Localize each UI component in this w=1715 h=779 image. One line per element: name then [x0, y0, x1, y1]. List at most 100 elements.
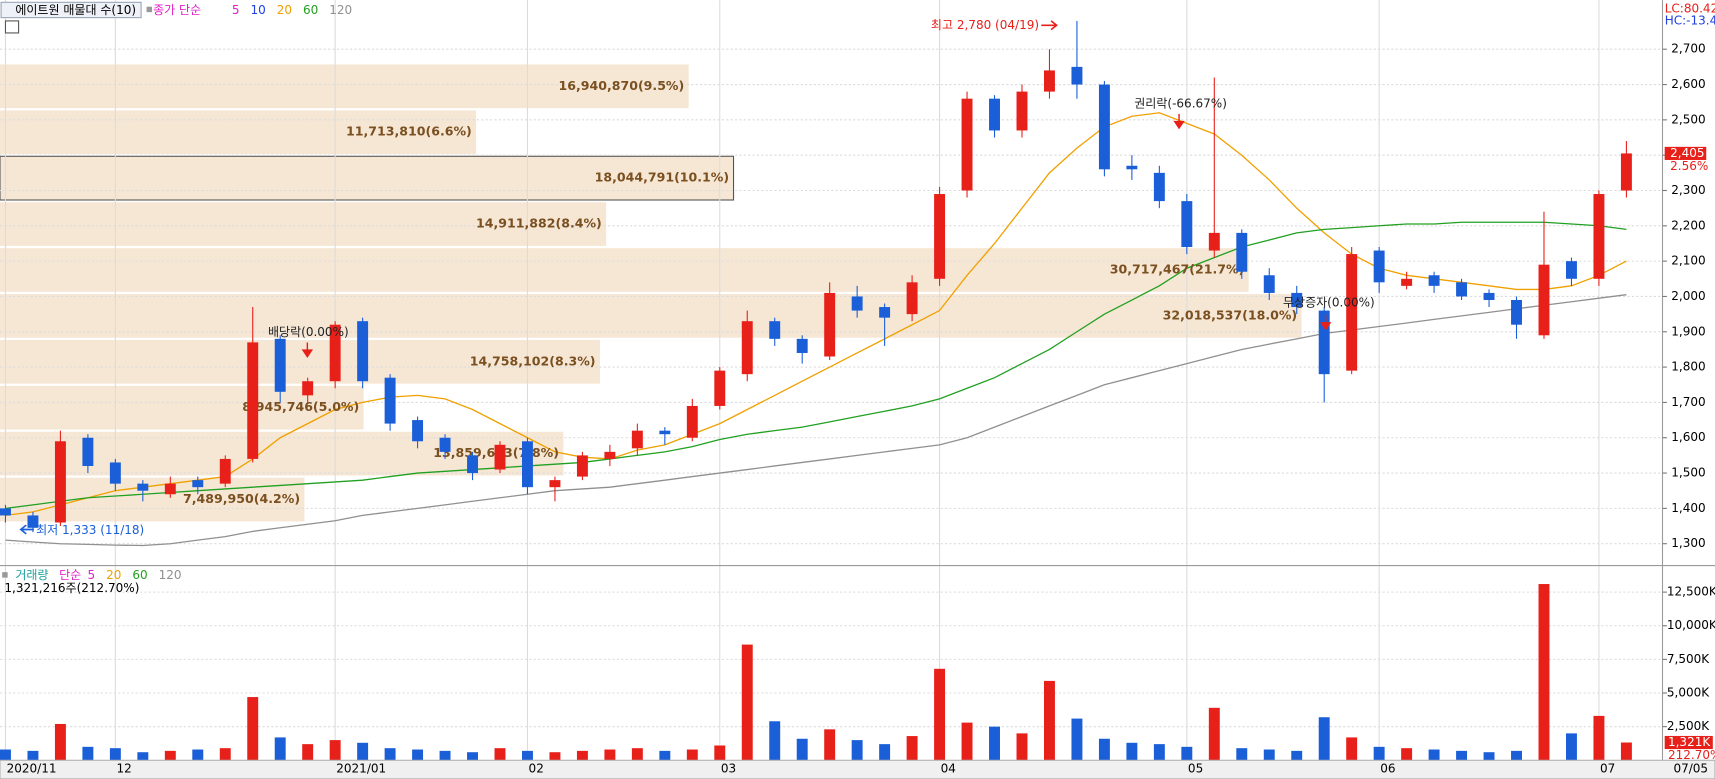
candle-body: [1126, 165, 1138, 170]
candle-body: [54, 441, 66, 523]
volume-bar: [1291, 750, 1303, 761]
x-tick-label: 02: [529, 762, 544, 776]
ma-legend-item: 120: [329, 3, 352, 17]
volume-profile-bar: [0, 339, 600, 384]
last-volume-ratio: 212.70%: [1668, 748, 1715, 762]
volume-profile-label: 16,940,870(9.5%): [558, 78, 684, 93]
candle-body: [1236, 232, 1248, 272]
volume-bar: [714, 745, 726, 761]
chart-title: 에이트원 매물대 수(10): [15, 3, 136, 17]
volume-bar: [467, 752, 478, 761]
candle-body: [631, 430, 643, 449]
volume-profile-bar: [0, 64, 689, 109]
volume-bar: [1346, 737, 1358, 761]
arrow: [1041, 20, 1058, 31]
volume-bar: [274, 737, 286, 761]
volume-profile-label: 32,018,537(18.0%): [1163, 307, 1298, 322]
volume-profile-label: 7,489,950(4.2%): [183, 491, 300, 506]
candle-body: [1456, 282, 1468, 297]
last-volume-label: 1,321K: [1668, 735, 1711, 749]
candle-body: [961, 98, 973, 191]
volume-bar: [1263, 749, 1275, 761]
volume-bar: [741, 644, 753, 761]
candle-body: [192, 480, 204, 488]
volume-bar: [302, 744, 314, 761]
volume-bar: [1401, 748, 1413, 761]
legend-icon: [146, 6, 153, 13]
volume-bar: [219, 748, 231, 761]
volume-bar: [1483, 752, 1495, 761]
volume-profile-label: 14,758,102(8.3%): [470, 353, 596, 368]
y-tick-label: 2,700: [1671, 42, 1705, 56]
candle-body: [521, 441, 533, 488]
grid-layer: [0, 0, 1663, 761]
candle-body: [576, 455, 588, 477]
volume-bar: [604, 749, 616, 761]
candle-body: [824, 292, 836, 357]
profile-layer: [0, 64, 1302, 522]
volume-bar: [1565, 733, 1577, 761]
volume-bar: [1098, 738, 1110, 761]
y-tick-label: 1,700: [1671, 395, 1705, 409]
volume-bar: [247, 697, 259, 761]
volume-legend-item: 120: [159, 568, 182, 582]
candle-body: [219, 458, 231, 484]
volume-bar: [412, 749, 424, 761]
candle-body: [906, 282, 918, 315]
candle-body: [1538, 264, 1550, 336]
candle-body: [412, 420, 424, 442]
volume-bar: [1373, 746, 1385, 761]
volume-bar: [109, 748, 121, 761]
candle-body: [1016, 91, 1028, 131]
legend-icon: [2, 572, 8, 578]
y-tick-label: 1,500: [1671, 466, 1705, 480]
candle-body: [796, 338, 808, 353]
volume-bar: [1511, 750, 1522, 761]
volume-bar: [989, 726, 1000, 761]
ma-legend-item: 60: [303, 3, 318, 17]
volume-profile-bar: [0, 294, 1302, 338]
candle-body: [1346, 254, 1358, 371]
candle-body: [934, 194, 946, 279]
title-box: [0, 1, 142, 19]
volume-bar: [824, 729, 836, 761]
volume-bar: [137, 752, 149, 761]
volume-bar: [1208, 707, 1220, 761]
volume-bar: [1236, 748, 1248, 761]
y-tick-label: 1,400: [1671, 501, 1705, 515]
ma-legend-item: 5: [232, 3, 240, 17]
volume-title: 거래량: [15, 568, 48, 582]
volume-bar: [164, 750, 176, 761]
y-tick-label: 10,000K: [1667, 618, 1715, 632]
candle-body: [686, 405, 698, 438]
x-tick-label: 2021/01: [336, 762, 386, 776]
menu-icon[interactable]: [4, 20, 20, 34]
x-tick-label: 06: [1380, 762, 1395, 776]
candle-body: [1043, 70, 1055, 92]
volume-profile-bar: [0, 110, 477, 155]
volume-legend-item: 60: [132, 568, 147, 582]
event-annotation: 권리락(-66.67%): [1134, 97, 1227, 111]
candle-body: [494, 444, 506, 470]
volume-bar: [769, 721, 781, 761]
volume-profile-label: 11,713,810(6.6%): [346, 124, 472, 139]
candle-body: [247, 342, 259, 459]
candle-body: [989, 98, 1000, 131]
y-tick-label: 2,300: [1671, 183, 1705, 197]
x-tick-label: 05: [1188, 762, 1203, 776]
volume-bar: [1181, 746, 1193, 761]
volume-bar: [686, 749, 698, 761]
volume-profile-label: 18,044,791(10.1%): [595, 170, 730, 185]
volume-bar: [0, 749, 11, 761]
last-change-label: 2.56%: [1670, 159, 1708, 173]
volume-bar: [384, 748, 396, 761]
candle-body: [439, 437, 451, 452]
candle-body: [714, 370, 726, 406]
volume-bar: [1318, 717, 1330, 761]
volume-bar: [82, 746, 94, 761]
volume-bar: [1043, 680, 1055, 761]
candle-body: [1263, 275, 1275, 293]
volume-bar: [1071, 718, 1083, 761]
